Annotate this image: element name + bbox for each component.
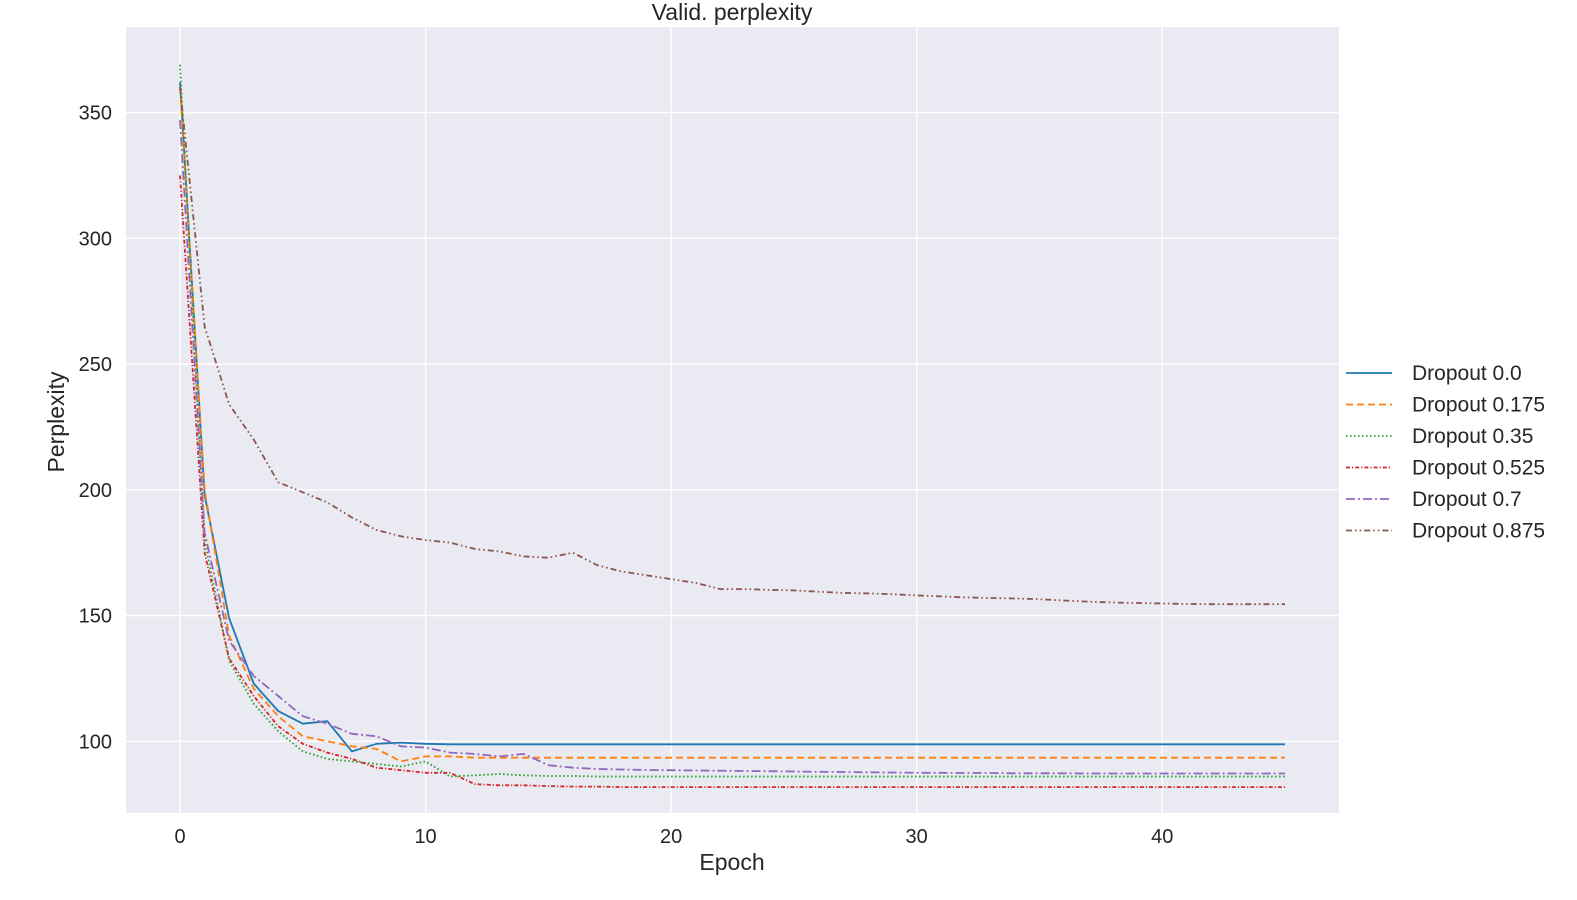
legend: Dropout 0.0 Dropout 0.175 Dropout 0.35 Drop… (1346, 362, 1545, 543)
plot-area (126, 27, 1339, 813)
legend-label: Dropout 0.175 (1412, 394, 1545, 417)
series-line-3 (179, 175, 1285, 788)
x-axis-label: Epoch (699, 849, 764, 875)
y-tick-label: 350 (79, 103, 112, 125)
y-tick-label: 200 (79, 480, 112, 502)
series-line-1 (179, 87, 1285, 763)
y-axis-label: Perplexity (43, 371, 69, 472)
legend-label: Dropout 0.7 (1412, 488, 1522, 511)
y-tick-label: 150 (79, 606, 112, 628)
grid-lines (126, 27, 1339, 813)
chart-title: Valid. perplexity (652, 0, 813, 25)
legend-label: Dropout 0.0 (1412, 362, 1522, 385)
legend-label: Dropout 0.525 (1412, 457, 1545, 480)
y-tick-label: 300 (79, 228, 112, 250)
y-tick-label: 250 (79, 354, 112, 376)
x-tick-label: 30 (906, 826, 928, 848)
tick-labels: 0 10 20 30 40 100 150 200 250 300 350 (79, 103, 1174, 848)
legend-label: Dropout 0.35 (1412, 425, 1533, 448)
x-tick-label: 20 (660, 826, 682, 848)
x-tick-label: 10 (414, 826, 436, 848)
x-tick-label: 40 (1151, 826, 1173, 848)
y-tick-label: 100 (79, 731, 112, 753)
series-line-5 (179, 87, 1285, 606)
x-tick-label: 0 (174, 826, 185, 848)
series-lines (179, 64, 1285, 788)
legend-label: Dropout 0.875 (1412, 520, 1545, 543)
